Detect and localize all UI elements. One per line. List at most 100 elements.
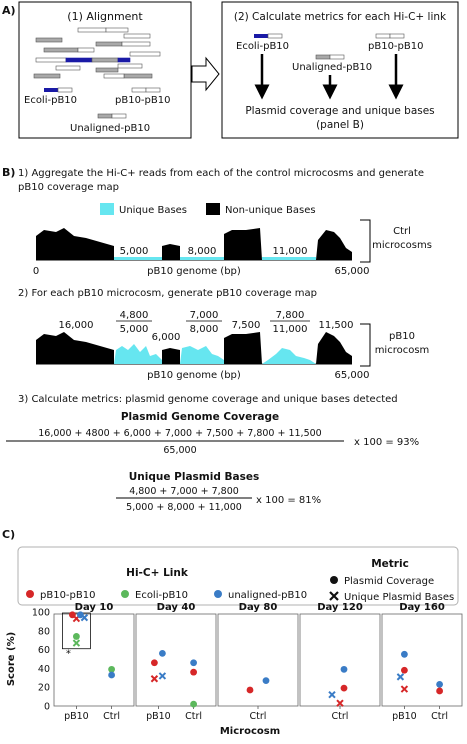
- legend-metric-circle-marker: [330, 576, 338, 584]
- x-tick-label: pB10: [64, 711, 89, 722]
- data-point-unique: [396, 673, 405, 681]
- ctrl-block-3: [224, 228, 262, 260]
- x-tick-label: Ctrl: [185, 711, 202, 722]
- facet-title: Day 40: [157, 602, 196, 613]
- legend-link-ecoli-label: Ecoli-pB10: [135, 590, 188, 601]
- step2-text: 2) For each pB10 microcosm, generate pB1…: [18, 288, 317, 299]
- metric-label-unaligned: Unaligned-pB10: [292, 62, 372, 73]
- pb10-block-1: [36, 332, 114, 364]
- ctrl-axis-start: 0: [33, 266, 39, 277]
- unique-numerator: 4,800 + 7,000 + 7,800: [129, 486, 239, 497]
- facet-title: Day 10: [75, 602, 114, 613]
- legend-link-pb10-label: pB10-pB10: [40, 590, 95, 601]
- legend-nonunique-swatch: [206, 203, 220, 215]
- metric-read-pb10: [375, 33, 405, 39]
- legend-metric-unique-label: Unique Plasmid Bases: [344, 592, 454, 603]
- step1-text-line1: 1) Aggregate the Hi-C+ reads from each o…: [18, 168, 424, 179]
- pb10-label-16000: 16,000: [59, 320, 94, 331]
- data-point-coverage: [262, 677, 270, 685]
- ctrl-unique-3: [262, 257, 316, 260]
- unique-title: Unique Plasmid Bases: [129, 471, 259, 483]
- pb10-frac3-num: 7,800: [276, 310, 305, 321]
- facet-frame: [217, 613, 299, 707]
- data-point-coverage: [340, 684, 348, 692]
- data-point-coverage: [73, 633, 80, 640]
- scatter-panels: Score (%) 0 20 40 60 80 100 Day 10 pB10 Ctrl * Day …: [6, 602, 463, 737]
- ctrl-coverage-map: 5,000 8,000 11,000 0 pB10 genome (bp) 65…: [33, 219, 432, 277]
- x-tick-label: Ctrl: [103, 711, 120, 722]
- panel-a-label: A): [2, 4, 16, 17]
- ctrl-axis-title: pB10 genome (bp): [147, 266, 241, 277]
- metrics-result-line1: Plasmid coverage and unique bases: [245, 105, 434, 117]
- data-point-coverage: [190, 668, 198, 676]
- x-tick-label: Ctrl: [250, 711, 267, 722]
- coverage-result: x 100 = 93%: [354, 437, 419, 448]
- data-point-coverage: [159, 649, 166, 657]
- pb10-frac1-num: 4,800: [120, 310, 149, 321]
- pb10-unique-2: [180, 346, 224, 364]
- pb10-axis-end: 65,000: [335, 370, 370, 381]
- data-point-unique: [400, 685, 409, 693]
- ctrl-unique-1: [114, 257, 162, 260]
- panel-b-label: B): [2, 166, 15, 179]
- ctrl-gap-label-2: 8,000: [188, 246, 217, 257]
- alignment-label-pb10: pB10-pB10: [115, 95, 170, 106]
- legend-nonunique-label: Non-unique Bases: [225, 205, 316, 216]
- y-tick-label: 60: [38, 645, 50, 656]
- data-point-coverage: [436, 687, 443, 695]
- pb10-frac1-den: 5,000: [120, 324, 149, 335]
- facet-frame: [53, 613, 135, 707]
- metric-read-ecoli: [254, 33, 283, 39]
- pb10-block-4: [316, 332, 352, 364]
- legend-metric-cross-marker: [329, 591, 339, 601]
- legend-read-pb10: [131, 87, 161, 93]
- data-point-unique: [150, 675, 159, 683]
- unique-formula: Unique Plasmid Bases 4,800 + 7,000 + 7,8…: [116, 471, 321, 513]
- legend-link-title: Hi-C+ Link: [126, 567, 189, 579]
- pb10-block-3: [224, 332, 262, 364]
- alignment-title: (1) Alignment: [67, 10, 143, 23]
- panel-c-label: C): [2, 528, 15, 541]
- ctrl-side-label-2: microcosms: [372, 240, 432, 251]
- data-point-coverage: [340, 665, 348, 673]
- y-tick-label: 80: [38, 626, 50, 637]
- legend-unique-swatch: [100, 203, 114, 215]
- coverage-legend: Unique Bases Non-unique Bases: [100, 203, 316, 216]
- ctrl-block-4: [316, 230, 352, 260]
- pb10-coverage-map: 16,000 4,800 5,000 6,000 7,000 8,000 7,5…: [36, 310, 429, 381]
- legend-read-ecoli: [44, 87, 73, 93]
- pb10-unique-3: [262, 348, 316, 364]
- legend-metric-title: Metric: [371, 558, 409, 570]
- ctrl-bracket: [360, 219, 371, 263]
- data-point-coverage: [436, 680, 443, 688]
- ctrl-axis-end: 65,000: [335, 266, 370, 277]
- y-axis-title: Score (%): [6, 632, 17, 686]
- pb10-label-7500: 7,500: [232, 320, 261, 331]
- data-point-coverage: [151, 659, 158, 667]
- data-point-unique: [80, 613, 89, 622]
- metric-label-ecoli: Ecoli-pB10: [236, 41, 289, 52]
- y-tick-label: 40: [38, 664, 50, 675]
- y-tick-label: 20: [38, 683, 50, 694]
- data-point-coverage: [246, 686, 254, 694]
- data-point-coverage: [401, 650, 408, 658]
- coverage-denominator: 65,000: [163, 445, 196, 456]
- pb10-axis-title: pB10 genome (bp): [147, 370, 241, 381]
- x-tick-label: Ctrl: [431, 711, 448, 722]
- significance-asterisk: *: [66, 648, 71, 659]
- metrics-box: (2) Calculate metrics for each Hi-C+ lin…: [221, 1, 459, 139]
- coverage-numerator: 16,000 + 4800 + 6,000 + 7,000 + 7,500 + …: [38, 428, 321, 439]
- ctrl-gap-label-3: 11,000: [273, 246, 308, 257]
- x-tick-label: Ctrl: [332, 711, 349, 722]
- ctrl-block-1: [36, 228, 114, 260]
- facet-frame: [299, 613, 381, 707]
- step1-text-line2: pB10 coverage map: [18, 182, 119, 193]
- pb10-block-2: [162, 348, 180, 364]
- pb10-label-6000: 6,000: [152, 332, 181, 343]
- legend-unique-label: Unique Bases: [119, 205, 187, 216]
- alignment-box: (1) Alignment Ecoli-pB: [18, 1, 192, 139]
- unique-result: x 100 = 81%: [256, 495, 321, 506]
- metric-label-pb10: pB10-pB10: [368, 41, 423, 52]
- pb10-side-label-1: pB10: [389, 331, 415, 342]
